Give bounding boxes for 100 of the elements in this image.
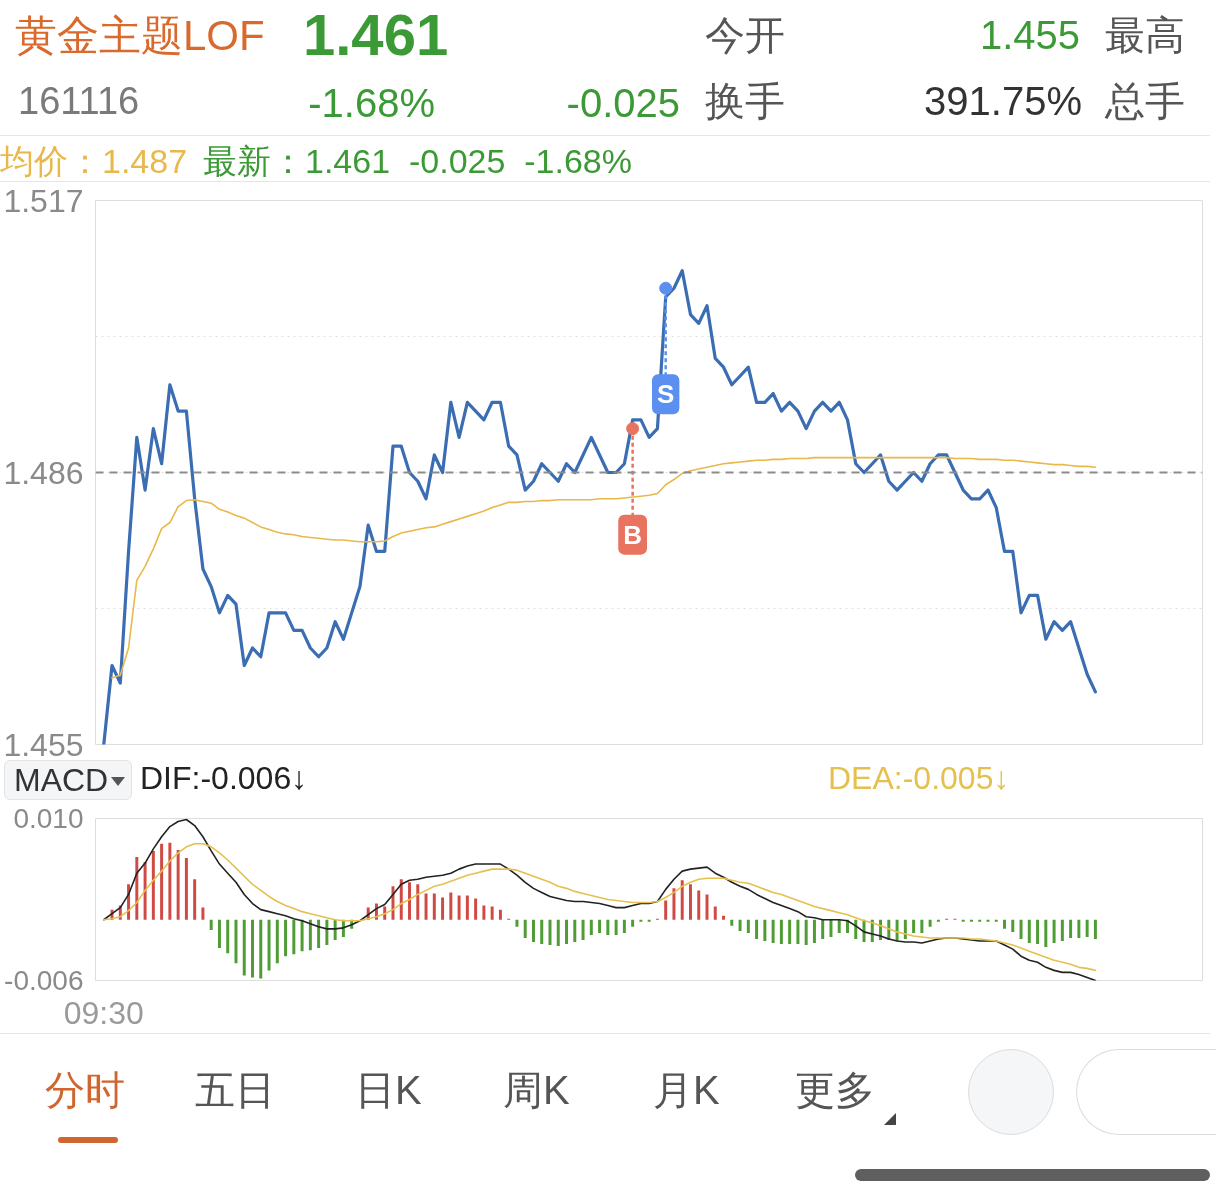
bar: [267, 919, 271, 971]
bar: [1060, 919, 1064, 942]
bar: [465, 895, 469, 920]
bar: [275, 919, 279, 964]
bar: [408, 882, 412, 920]
bar: [292, 919, 296, 955]
bar: [184, 857, 188, 920]
bar: [647, 919, 651, 922]
bar: [160, 843, 164, 920]
bar: [738, 919, 742, 931]
text: 日K: [355, 1067, 422, 1113]
bar: [176, 849, 180, 920]
bar: [928, 919, 932, 927]
bar: [432, 893, 436, 920]
text: S: [657, 379, 675, 410]
bar: [234, 919, 238, 964]
y-tick-label: 1.486: [3, 454, 84, 491]
bar: [680, 880, 684, 920]
bar: [317, 919, 321, 949]
bar: [399, 879, 403, 920]
bar: [697, 890, 701, 920]
chart-title: 黄金主题LOF: [15, 12, 265, 61]
text: DEA:-0.005↓: [828, 760, 1010, 797]
bar: [540, 919, 544, 945]
y-tick-label: 1.455: [3, 726, 84, 763]
bar: [730, 919, 734, 926]
bar: [631, 919, 635, 927]
bar: [622, 919, 626, 933]
bar: [209, 919, 213, 930]
bar: [1003, 919, 1006, 929]
bar: [259, 919, 263, 979]
text: 总手: [1105, 78, 1185, 124]
bar: [598, 919, 602, 933]
bar: [804, 919, 808, 946]
bar: [912, 919, 916, 933]
bar: [490, 906, 494, 920]
bar: [614, 919, 618, 935]
bar: [482, 905, 486, 920]
line-series: [111, 456, 1097, 679]
bar: [1069, 919, 1073, 938]
bar: [821, 919, 825, 939]
text: 391.75%: [924, 78, 1082, 124]
bar: [168, 842, 172, 920]
bar: [1044, 919, 1048, 948]
bar: [441, 897, 445, 920]
x-tick-label: 09:30: [63, 994, 144, 1031]
text: 更多: [795, 1067, 875, 1113]
bar: [978, 919, 982, 922]
bar: [1019, 919, 1023, 939]
y-tick-label: 0.010: [13, 803, 84, 834]
chart-title: MACD: [14, 762, 109, 799]
bar: [498, 909, 502, 920]
bar: [796, 919, 800, 945]
bar: [779, 919, 783, 945]
bar: [1077, 919, 1081, 938]
bar: [771, 919, 775, 944]
line-series: [102, 269, 1097, 745]
series-label: DIF:-0.006↓: [140, 760, 308, 797]
bar: [589, 919, 593, 935]
bar: [573, 919, 577, 943]
y-tick-label: 1.517: [3, 182, 84, 219]
bar: [672, 888, 676, 920]
y-tick-label: -0.006: [4, 965, 84, 996]
chart-subtitle: 161116: [18, 80, 140, 124]
bar: [746, 919, 750, 933]
bar: [565, 919, 569, 945]
bar: [1052, 919, 1056, 944]
bar: [515, 919, 519, 927]
text: 分时: [45, 1067, 125, 1113]
bar: [1027, 919, 1031, 944]
bar: [424, 893, 428, 920]
text: 均价：1.487: [0, 142, 188, 182]
bar: [829, 919, 833, 937]
bar: [837, 919, 841, 933]
text: 最高: [1105, 12, 1185, 58]
bar: [969, 919, 973, 922]
bar: [986, 919, 990, 922]
bar: [308, 919, 312, 951]
bar: [217, 919, 221, 949]
bar: [449, 892, 453, 920]
bar: [300, 919, 304, 952]
bar: [755, 919, 759, 939]
bar: [606, 919, 610, 935]
bar: [763, 919, 767, 942]
bar: [581, 919, 585, 940]
bar: [151, 850, 155, 920]
bar: [251, 919, 254, 978]
bar: [713, 906, 717, 920]
bar: [1085, 919, 1089, 937]
bar: [474, 898, 478, 920]
text: 周K: [503, 1067, 570, 1113]
bar: [920, 919, 924, 933]
bar: [961, 919, 965, 922]
bar: [193, 879, 197, 920]
bar: [242, 919, 246, 976]
bar: [639, 919, 643, 922]
line-series: [102, 843, 1097, 972]
bar: [416, 884, 420, 920]
text: -1.68%: [308, 80, 435, 126]
text: B: [623, 519, 643, 550]
